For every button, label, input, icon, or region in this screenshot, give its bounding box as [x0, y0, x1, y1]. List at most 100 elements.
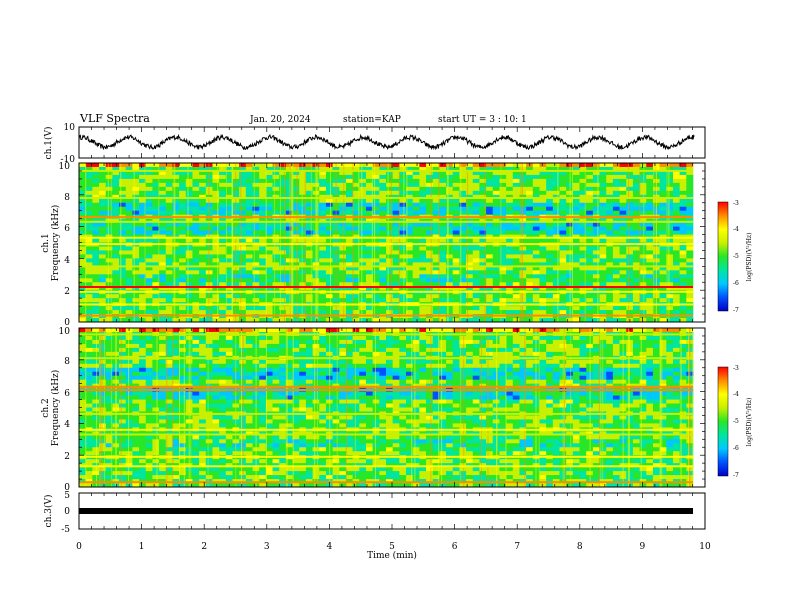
spectrogram-cell [432, 182, 440, 188]
spectrogram-cell [532, 298, 540, 303]
spectrogram-cell [412, 210, 420, 215]
spectrogram-cell [279, 190, 287, 196]
spectrogram-cell [452, 246, 460, 251]
spectrogram-cell [265, 258, 273, 263]
spectrogram-cell [432, 274, 440, 279]
spectrogram-cell [79, 270, 86, 275]
spectrogram-cell [119, 467, 127, 472]
spectrogram-cell [386, 286, 393, 291]
spectrogram-cell [659, 266, 667, 271]
spectrogram-cell [119, 294, 127, 299]
spectrogram-cell [85, 363, 93, 369]
spectrogram-cell [152, 335, 160, 341]
spectrogram-cell [125, 174, 133, 180]
spectrogram-cell [225, 282, 233, 287]
spectrogram-cell [279, 206, 287, 211]
spectrogram-cell [552, 190, 560, 196]
spectrogram-cell [386, 198, 393, 204]
spectrogram-cell [245, 306, 253, 311]
spectrogram-cell [172, 339, 180, 345]
spectrogram-cell [412, 222, 420, 227]
spectrogram-cell [139, 210, 147, 215]
spectrogram-cell [419, 266, 427, 271]
spectrogram-cell [139, 270, 147, 275]
spectrogram-cell [439, 306, 447, 311]
spectrogram-cell [172, 335, 180, 341]
spectrogram-cell [526, 182, 534, 188]
spectrogram-cell [172, 194, 180, 200]
spectrogram-cell [612, 210, 620, 215]
spectrogram-cell [185, 262, 193, 267]
spectrogram-cell [359, 198, 367, 204]
spectrogram-cell [686, 174, 694, 180]
spectrogram-cell [145, 399, 153, 404]
spectrogram-cell [499, 282, 507, 287]
spectrogram-cell [239, 218, 247, 223]
spectrogram-cell [212, 206, 220, 211]
spectrogram-cell [579, 238, 587, 243]
spectrogram-cell [225, 431, 233, 436]
spectrogram-cell [259, 254, 267, 259]
spectrogram-cell [145, 363, 153, 369]
spectrogram-cell [165, 230, 173, 235]
spectrogram-cell [592, 238, 600, 243]
spectrogram-cell [299, 166, 307, 172]
spectrogram-cell [99, 198, 106, 204]
spectrogram-cell [659, 166, 667, 172]
spectrogram-cell [225, 471, 233, 476]
spectrogram-cell [666, 198, 674, 204]
spectrogram-cell [265, 182, 273, 188]
figure-title: VLF Spectra [79, 112, 150, 125]
spectrogram-cell [399, 258, 407, 263]
spectrogram-cell [212, 419, 220, 424]
spectrogram-cell [179, 298, 187, 303]
spectrogram-cell [612, 230, 620, 235]
spectrogram-cell [145, 328, 153, 333]
spectrogram-impulse [403, 163, 405, 322]
spectrogram-cell [626, 238, 634, 243]
spectrogram-cell [552, 230, 560, 235]
spectrogram-cell [339, 274, 347, 279]
spectrogram-cell [179, 395, 187, 400]
spectrogram-impulse [120, 163, 122, 322]
spectrogram-cell [552, 226, 560, 231]
spectrogram-impulse [144, 163, 146, 322]
spectrogram-cell [252, 166, 260, 172]
spectrogram-cell [492, 163, 500, 168]
spectrogram-cell [472, 258, 480, 263]
spectrogram-cell [559, 246, 567, 251]
spectrogram-cell [686, 218, 694, 223]
spectrogram-cell [632, 262, 640, 267]
spectrogram-cell [299, 222, 307, 227]
spectrogram-cell [219, 210, 227, 215]
spectrogram-cell [159, 318, 167, 323]
spectrogram-cell [179, 166, 187, 172]
spectrogram-cell [185, 218, 193, 223]
spectrogram-cell [85, 202, 93, 208]
spectrogram-cell [199, 170, 207, 176]
spectrogram-cell [299, 234, 307, 239]
spectrogram-cell [85, 339, 93, 345]
spectrogram-cell [132, 391, 140, 396]
spectrogram-impulse [446, 163, 448, 322]
spectrogram-cell [619, 170, 627, 176]
spectrogram-cell [172, 483, 180, 488]
spectrogram-cell [199, 166, 207, 172]
spectrogram-cell [452, 194, 460, 200]
spectrogram-cell [99, 475, 106, 480]
spectrogram-cell [105, 278, 113, 283]
spectrogram-cell [619, 182, 627, 188]
spectrogram-cell [406, 182, 413, 188]
spectrogram-cell [99, 206, 106, 211]
spectrogram-cell [212, 463, 220, 468]
spectrogram-cell [139, 226, 147, 231]
spectrogram-cell [225, 218, 233, 223]
ch2-spectrogram-panel: 0 2 4 6 8 10 ch.2 Frequency (kHz) [41, 327, 706, 493]
spectrogram-cell [606, 230, 614, 235]
spectrogram-cell [539, 262, 547, 267]
spectrogram-cell [679, 174, 687, 180]
spectrogram-cell [606, 206, 614, 211]
spectrogram-cell [165, 226, 173, 231]
spectrogram-cell [579, 258, 587, 263]
spectrogram-cell [439, 198, 447, 204]
